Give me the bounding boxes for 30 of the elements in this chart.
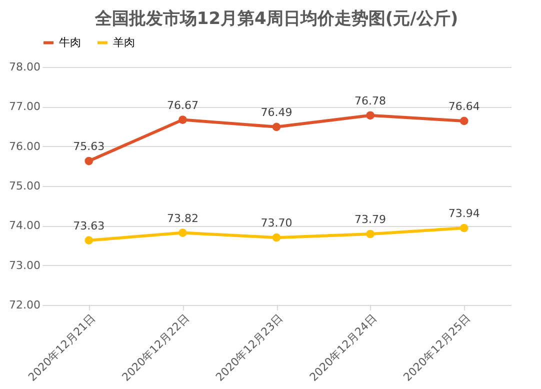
legend-label: 羊肉 <box>113 36 135 49</box>
y-tick-label: 72.00 <box>9 298 40 312</box>
point <box>272 122 281 132</box>
point <box>460 224 468 232</box>
chart-title: 全国批发市场12月第4周日均价走势图(元/公斤) <box>94 9 458 29</box>
data-label: 73.94 <box>448 207 480 220</box>
point <box>178 228 187 237</box>
point <box>460 116 468 126</box>
data-label: 73.63 <box>73 219 105 232</box>
data-label: 73.82 <box>166 212 198 225</box>
point <box>272 233 281 242</box>
data-label: 73.70 <box>260 216 292 230</box>
y-tick-label: 76.00 <box>9 140 40 153</box>
data-label: 76.49 <box>260 106 292 119</box>
point <box>178 116 187 124</box>
data-label: 76.67 <box>166 98 198 112</box>
y-tick-label: 78.00 <box>9 60 40 74</box>
point <box>366 230 374 238</box>
y-tick-label: 73.00 <box>9 258 40 272</box>
point <box>366 111 374 120</box>
data-label: 76.78 <box>354 94 386 108</box>
y-tick-label: 77.00 <box>9 100 40 114</box>
y-tick-label: 74.00 <box>9 219 40 232</box>
data-label: 73.79 <box>354 212 386 226</box>
point <box>84 156 94 166</box>
legend-label: 牛肉 <box>59 36 81 49</box>
data-label: 75.63 <box>73 140 105 154</box>
data-label: 76.64 <box>448 100 480 113</box>
y-tick-label: 75.00 <box>9 180 40 192</box>
point <box>84 236 94 245</box>
